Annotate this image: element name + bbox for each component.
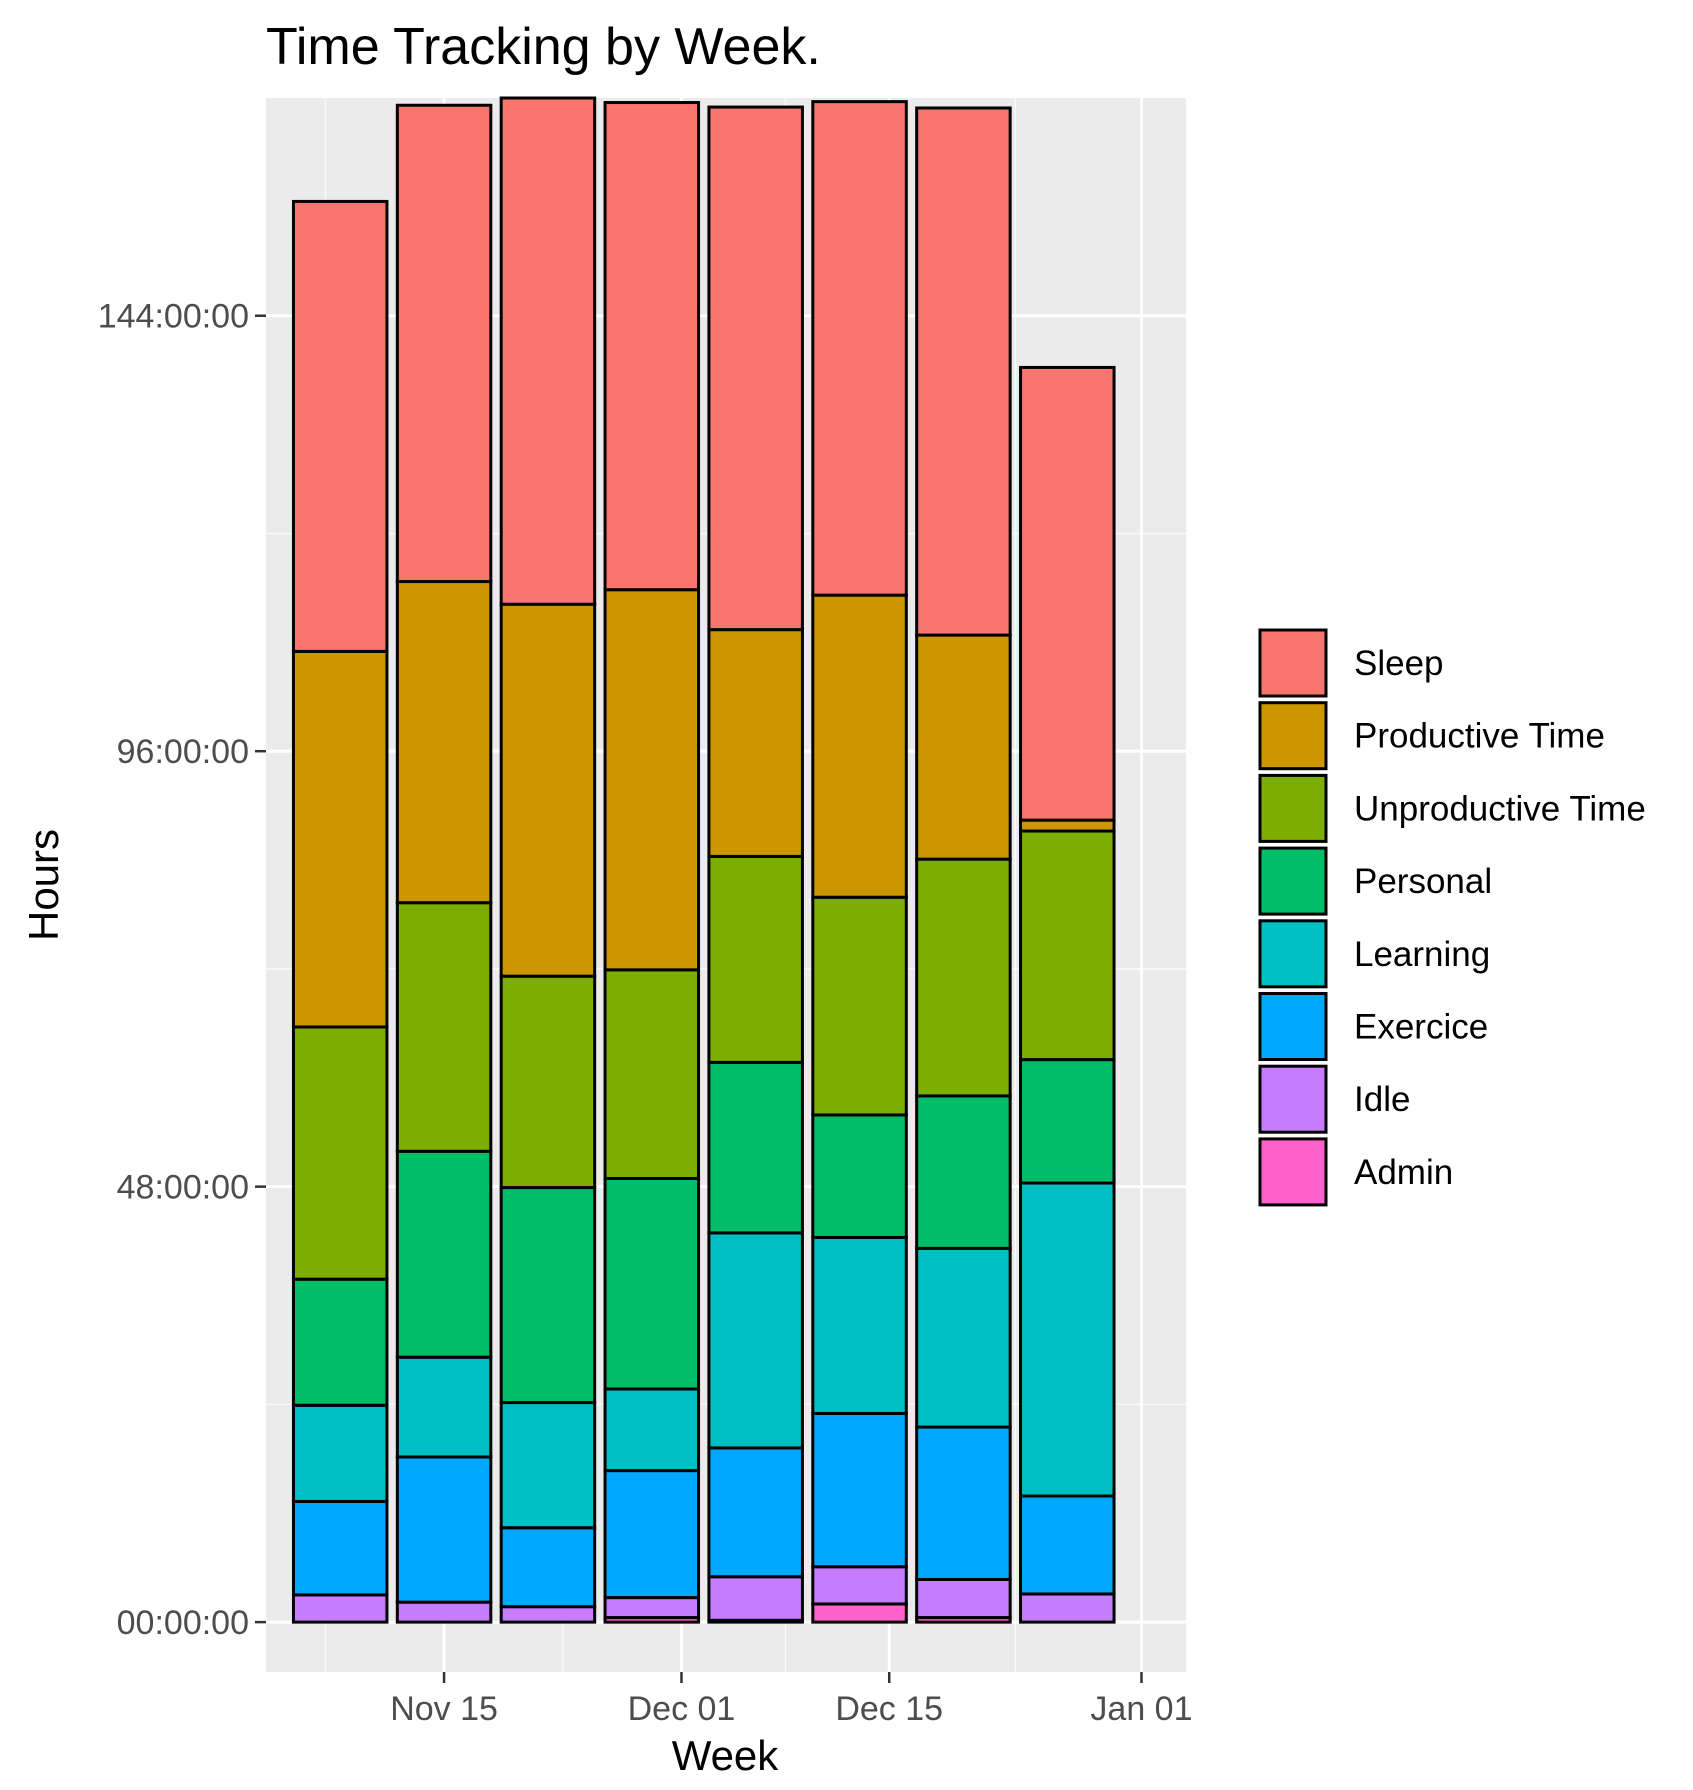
- x-tick-label: Jan 01: [1090, 1690, 1192, 1728]
- legend-label-learning: Learning: [1354, 935, 1490, 974]
- legend-label-productive-time: Productive Time: [1354, 717, 1605, 756]
- bar-segment-sleep: [291, 199, 389, 653]
- legend-key-productive-time: [1258, 701, 1328, 771]
- bar-segment-unproductive-time: [707, 854, 804, 1064]
- bar-segment-exercice: [395, 1455, 493, 1604]
- bar-segment-productive-time: [1019, 818, 1116, 833]
- bar-segment-sleep: [1019, 365, 1116, 822]
- bar-segment-productive-time: [395, 580, 493, 905]
- bar-segment-idle: [707, 1575, 804, 1622]
- y-axis-title: Hours: [20, 829, 67, 941]
- bar-segment-unproductive-time: [811, 895, 908, 1117]
- bar-segment-exercice: [811, 1411, 908, 1569]
- legend-key-idle: [1258, 1064, 1328, 1134]
- bar-segment-idle: [811, 1565, 908, 1606]
- bar-segment-personal: [395, 1149, 493, 1359]
- bar-segment-personal: [1019, 1058, 1116, 1185]
- bar-segment-unproductive-time: [499, 974, 597, 1190]
- bar-segment-sleep: [915, 106, 1012, 637]
- bar-segment-sleep: [395, 103, 493, 584]
- bar-segment-unproductive-time: [915, 857, 1012, 1098]
- legend-key-admin: [1258, 1137, 1328, 1207]
- legend: Sleep Productive Time Unproductive Time Per…: [1258, 628, 1646, 1207]
- bar-segment-sleep: [603, 101, 701, 592]
- bar-segment-learning: [499, 1401, 597, 1530]
- x-axis: Nov 15 Dec 01 Dec 15 Jan 01: [390, 1672, 1193, 1728]
- legend-label-unproductive-time: Unproductive Time: [1354, 789, 1646, 828]
- legend-key-learning: [1258, 919, 1328, 989]
- bar-segment-personal: [915, 1094, 1012, 1250]
- y-axis: 00:00:00 48:00:00 96:00:00 144:00:00: [98, 298, 266, 1642]
- bar-segment-learning: [395, 1355, 493, 1459]
- bar-segment-personal: [291, 1277, 389, 1407]
- bar-segment-sleep: [811, 100, 908, 597]
- legend-key-exercice: [1258, 992, 1328, 1061]
- legend-key-personal: [1258, 846, 1328, 916]
- x-tick-label: Dec 01: [628, 1690, 736, 1728]
- bar-segment-learning: [1019, 1181, 1116, 1498]
- bar-segment-exercice: [291, 1499, 389, 1597]
- bar-segment-exercice: [707, 1446, 804, 1579]
- legend-key-sleep: [1258, 628, 1328, 698]
- bar-segment-admin: [811, 1602, 908, 1624]
- chart-title: Time Tracking by Week.: [266, 18, 821, 76]
- bar-segment-productive-time: [291, 649, 389, 1029]
- bar-segment-sleep: [499, 96, 597, 606]
- bar-segment-unproductive-time: [1019, 829, 1116, 1062]
- bar-segment-learning: [811, 1235, 908, 1415]
- bar-segment-exercice: [915, 1425, 1012, 1581]
- legend-label-sleep: Sleep: [1354, 644, 1444, 683]
- x-tick-label: Nov 15: [390, 1690, 498, 1728]
- bars: [291, 96, 1116, 1624]
- y-tick-label: 48:00:00: [117, 1169, 249, 1207]
- legend-label-idle: Idle: [1354, 1080, 1410, 1119]
- legend-label-personal: Personal: [1354, 862, 1492, 901]
- bar-segment-unproductive-time: [603, 968, 701, 1180]
- legend-label-admin: Admin: [1354, 1153, 1453, 1192]
- y-tick-label: 144:00:00: [98, 298, 249, 336]
- bar-segment-personal: [603, 1176, 701, 1391]
- bar-segment-unproductive-time: [291, 1025, 389, 1281]
- bar-segment-productive-time: [499, 602, 597, 978]
- legend-key-unproductive-time: [1258, 773, 1328, 843]
- bar-segment-exercice: [1019, 1494, 1116, 1596]
- x-tick-label: Dec 15: [835, 1690, 943, 1728]
- bar-segment-idle: [915, 1577, 1012, 1620]
- bar-segment-idle: [291, 1593, 389, 1624]
- bar-segment-learning: [291, 1403, 389, 1503]
- bar-segment-learning: [603, 1387, 701, 1473]
- bar-segment-productive-time: [603, 588, 701, 972]
- x-axis-title: Week: [672, 1732, 780, 1779]
- bar-segment-learning: [707, 1231, 804, 1450]
- bar-segment-productive-time: [915, 633, 1012, 861]
- bar-segment-exercice: [603, 1469, 701, 1600]
- bar-segment-unproductive-time: [395, 901, 493, 1153]
- legend-label-exercice: Exercice: [1354, 1008, 1488, 1047]
- bar-segment-productive-time: [811, 593, 908, 899]
- bar-segment-personal: [707, 1060, 804, 1235]
- bar-segment-sleep: [707, 105, 804, 632]
- bar-segment-idle: [499, 1605, 597, 1624]
- y-tick-label: 00:00:00: [117, 1604, 249, 1642]
- bar-segment-idle: [603, 1596, 701, 1620]
- bar-segment-idle: [395, 1600, 493, 1624]
- bar-segment-idle: [1019, 1592, 1116, 1624]
- bar-segment-personal: [499, 1186, 597, 1405]
- bar-segment-personal: [811, 1113, 908, 1239]
- bar-segment-exercice: [499, 1526, 597, 1609]
- bar-segment-productive-time: [707, 628, 804, 858]
- y-tick-label: 96:00:00: [117, 733, 249, 771]
- bar-segment-learning: [915, 1246, 1012, 1429]
